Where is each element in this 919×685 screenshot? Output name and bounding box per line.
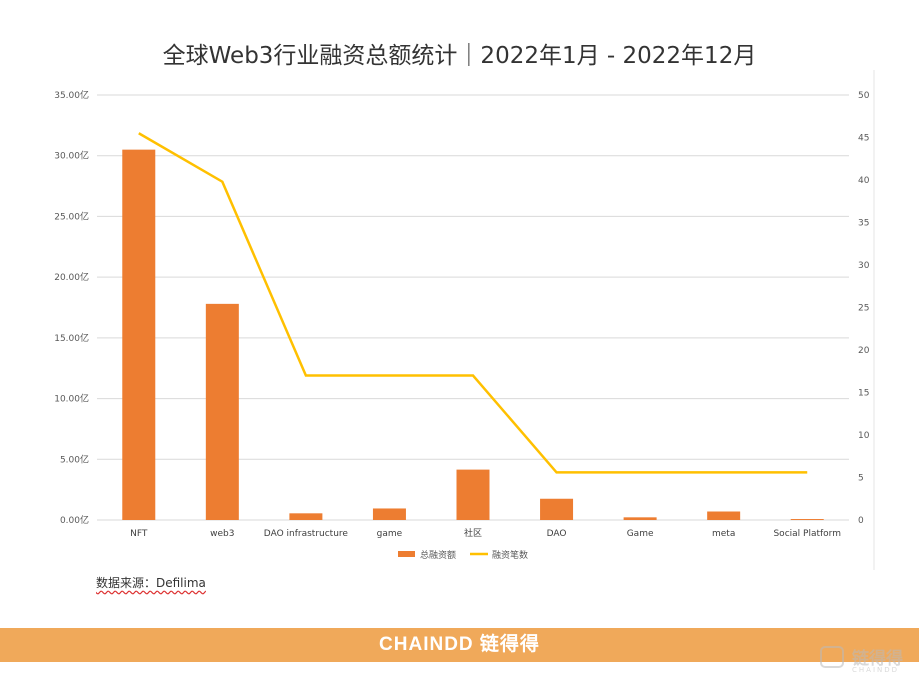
watermark-logo: 链得得 CHAINDD <box>820 640 916 680</box>
footer-brand: CHAINDD 链得得 <box>379 634 540 655</box>
y-right-tick-label: 5 <box>858 474 864 484</box>
y-left-tick-label: 35.00亿 <box>54 89 89 101</box>
x-tick-label: web3 <box>210 529 234 539</box>
bar <box>205 303 239 520</box>
y-right-tick-label: 50 <box>858 91 870 101</box>
y-left-tick-label: 20.00亿 <box>54 271 89 283</box>
watermark-icon <box>820 646 844 668</box>
footer-band <box>0 628 919 662</box>
x-tick-label: Social Platform <box>773 529 841 539</box>
y-right-tick-label: 45 <box>858 134 869 144</box>
y-left-tick-label: 0.00亿 <box>60 514 89 526</box>
x-tick-label: DAO <box>547 529 567 539</box>
x-tick-label: 社区 <box>464 527 482 539</box>
y-left-tick-label: 25.00亿 <box>54 210 89 222</box>
bar <box>707 511 741 520</box>
x-tick-label: meta <box>712 529 735 539</box>
bar <box>540 498 574 520</box>
chart-title: 全球Web3行业融资总额统计｜2022年1月 - 2022年12月 <box>162 43 757 69</box>
y-right-tick-label: 15 <box>858 389 869 399</box>
y-left-tick-label: 5.00亿 <box>60 453 89 465</box>
bar <box>623 517 657 520</box>
x-tick-label: DAO infrastructure <box>264 529 349 539</box>
y-right-tick-label: 10 <box>858 431 870 441</box>
x-tick-label: NFT <box>130 529 148 539</box>
y-right-tick-label: 35 <box>858 219 869 229</box>
y-right-tick-label: 40 <box>858 176 870 186</box>
data-source-text: 数据来源：Defilima <box>96 576 206 590</box>
y-right-tick-label: 30 <box>858 261 870 271</box>
watermark-subtext: CHAINDD <box>852 666 900 674</box>
bar <box>372 508 406 520</box>
data-source: 数据来源：Defilima <box>96 574 206 591</box>
y-left-tick-label: 15.00亿 <box>54 332 89 344</box>
legend-label-bar: 总融资额 <box>420 549 456 561</box>
bar <box>122 149 156 520</box>
bar <box>456 469 490 520</box>
y-right-tick-label: 0 <box>858 516 864 526</box>
y-right-tick-label: 20 <box>858 346 870 356</box>
y-left-tick-label: 30.00亿 <box>54 150 89 162</box>
series-line <box>138 132 808 474</box>
y-left-tick-label: 10.00亿 <box>54 393 89 405</box>
y-right-tick-label: 25 <box>858 304 869 314</box>
x-tick-label: Game <box>627 529 654 539</box>
bar <box>289 513 323 520</box>
bar <box>790 519 824 520</box>
watermark-text: 链得得 <box>852 649 903 669</box>
legend-label-line: 融资笔数 <box>492 549 528 561</box>
x-tick-label: game <box>377 529 403 539</box>
legend-swatch-bar <box>398 551 415 557</box>
